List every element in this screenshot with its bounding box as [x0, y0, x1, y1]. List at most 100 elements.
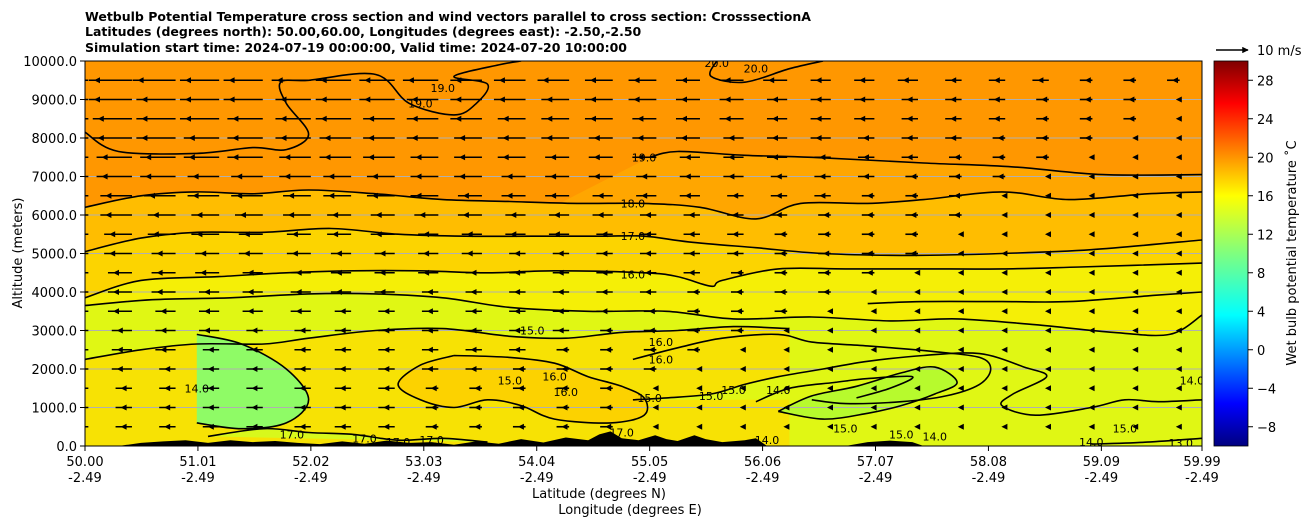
wind-vector-head — [783, 346, 790, 353]
wind-vector-head — [328, 173, 335, 180]
wind-vector-head — [546, 135, 553, 141]
wind-vector-head — [736, 269, 742, 276]
wind-vector-head — [1088, 231, 1095, 238]
wind-vector-head — [228, 96, 235, 103]
wind-vector-head — [299, 346, 306, 353]
wind-vector-head — [957, 366, 964, 372]
wind-vector-head — [593, 154, 600, 161]
wind-vector-head — [459, 154, 466, 161]
wind-vector-head — [1045, 308, 1051, 315]
wind-vector-head — [137, 77, 144, 84]
wind-vector-head — [775, 192, 782, 199]
wind-vector-head — [866, 269, 873, 276]
wind-vector-head — [514, 289, 521, 295]
x-axis-label-2: Longitude (degrees E) — [558, 503, 702, 518]
wind-vector-head — [164, 385, 171, 392]
wind-vector-head — [240, 212, 246, 218]
wind-vector-head — [474, 385, 481, 392]
wind-vector-head — [188, 135, 195, 141]
wind-vector-head — [768, 77, 775, 84]
wind-vector-head — [601, 308, 608, 315]
wind-vector-head — [332, 212, 339, 218]
wind-vector-head — [73, 347, 79, 353]
quiver-key: 10 m/s — [1216, 44, 1302, 59]
wind-vector-head — [105, 212, 112, 218]
wind-vector-head — [1175, 231, 1182, 238]
wind-vector-head — [681, 115, 687, 122]
wind-vector-head — [1132, 423, 1139, 430]
band-mid-pocket — [208, 428, 488, 443]
wind-vector-head — [423, 231, 430, 238]
x-tick-label-lat: 55.05 — [631, 455, 668, 470]
wind-vector-head — [295, 269, 302, 276]
wind-vector-head — [276, 77, 283, 84]
wind-vector-head — [474, 404, 481, 411]
wind-vector-head — [243, 231, 250, 238]
wind-vector-head — [779, 289, 786, 295]
wind-vector-head — [236, 173, 243, 180]
wind-vector-head — [299, 327, 306, 334]
wind-vector-head — [188, 154, 195, 161]
contour-line-16 — [85, 262, 1202, 299]
wind-vector-head — [411, 115, 418, 122]
wind-vector-head — [684, 173, 691, 180]
contour-line-16 — [867, 291, 1202, 305]
wind-vector-head — [514, 346, 521, 353]
colorbar-tick-label: −8 — [1257, 421, 1276, 436]
wind-vector-head — [324, 135, 331, 141]
wind-vector-head — [739, 423, 746, 430]
wind-vector-head — [514, 269, 521, 276]
wind-vector-head — [50, 77, 56, 83]
wind-vector-head — [906, 154, 913, 161]
wind-vector-head — [950, 115, 957, 122]
wind-vector-head — [510, 231, 517, 238]
x-tick-label-lon: -2.49 — [68, 471, 102, 486]
wind-vector-head — [546, 115, 553, 122]
wind-vector-head — [1175, 404, 1182, 411]
wind-vector-head — [827, 366, 833, 372]
wind-vector-head — [243, 250, 250, 257]
y-tick-label: 5000.0 — [32, 248, 78, 263]
wind-vector-head — [914, 404, 921, 411]
wind-vector-head — [1088, 404, 1095, 411]
wind-vector-head — [109, 231, 116, 238]
contour-label: 17.0 — [419, 434, 444, 447]
wind-vector-head — [601, 289, 608, 295]
y-tick-label: 10000.0 — [23, 55, 77, 70]
wind-vector-head — [1175, 269, 1182, 276]
wind-vector-head — [164, 423, 171, 430]
wind-vector-head — [1132, 308, 1139, 315]
contour-label: 15.0 — [721, 384, 746, 397]
contour-label: 14.0 — [766, 384, 791, 397]
wind-vector-head — [815, 135, 822, 141]
wind-vector-head — [637, 154, 644, 161]
wind-vector-head — [426, 366, 433, 372]
contour-line-13 — [1091, 437, 1202, 445]
wind-vector-head — [160, 327, 167, 334]
x-axis: 50.00-2.4951.01-2.4952.02-2.4953.03-2.49… — [66, 446, 1221, 486]
colorbar-ticks: −8 −4 0 4 8 12 16 20 24 28 — [1248, 74, 1276, 436]
wind-vector-head — [1045, 404, 1051, 411]
wind-vector-head — [105, 192, 112, 199]
wind-vector-head — [827, 346, 833, 353]
wind-vector-head — [863, 173, 869, 180]
wind-vector-head — [870, 289, 877, 295]
wind-vector-head — [97, 115, 104, 122]
wind-vector-head — [116, 346, 123, 353]
wind-vector-head — [957, 231, 964, 238]
wind-vector-head — [228, 77, 235, 84]
colorbar-tick-label: 4 — [1257, 305, 1265, 320]
wind-vector-head — [247, 308, 254, 315]
wind-vector-head — [954, 212, 960, 218]
contour-label: 16.0 — [621, 269, 646, 282]
x-tick-label-lon: -2.49 — [1185, 471, 1219, 486]
wind-vector-head — [637, 115, 644, 122]
contour-line-14 — [777, 365, 958, 420]
wind-vector-head — [783, 404, 790, 411]
wind-vector-head — [954, 192, 960, 199]
wind-vector-head — [470, 308, 477, 315]
contour-label: 16.0 — [649, 336, 674, 349]
wind-vector-head — [815, 77, 822, 84]
wind-vector-head — [1088, 250, 1095, 257]
